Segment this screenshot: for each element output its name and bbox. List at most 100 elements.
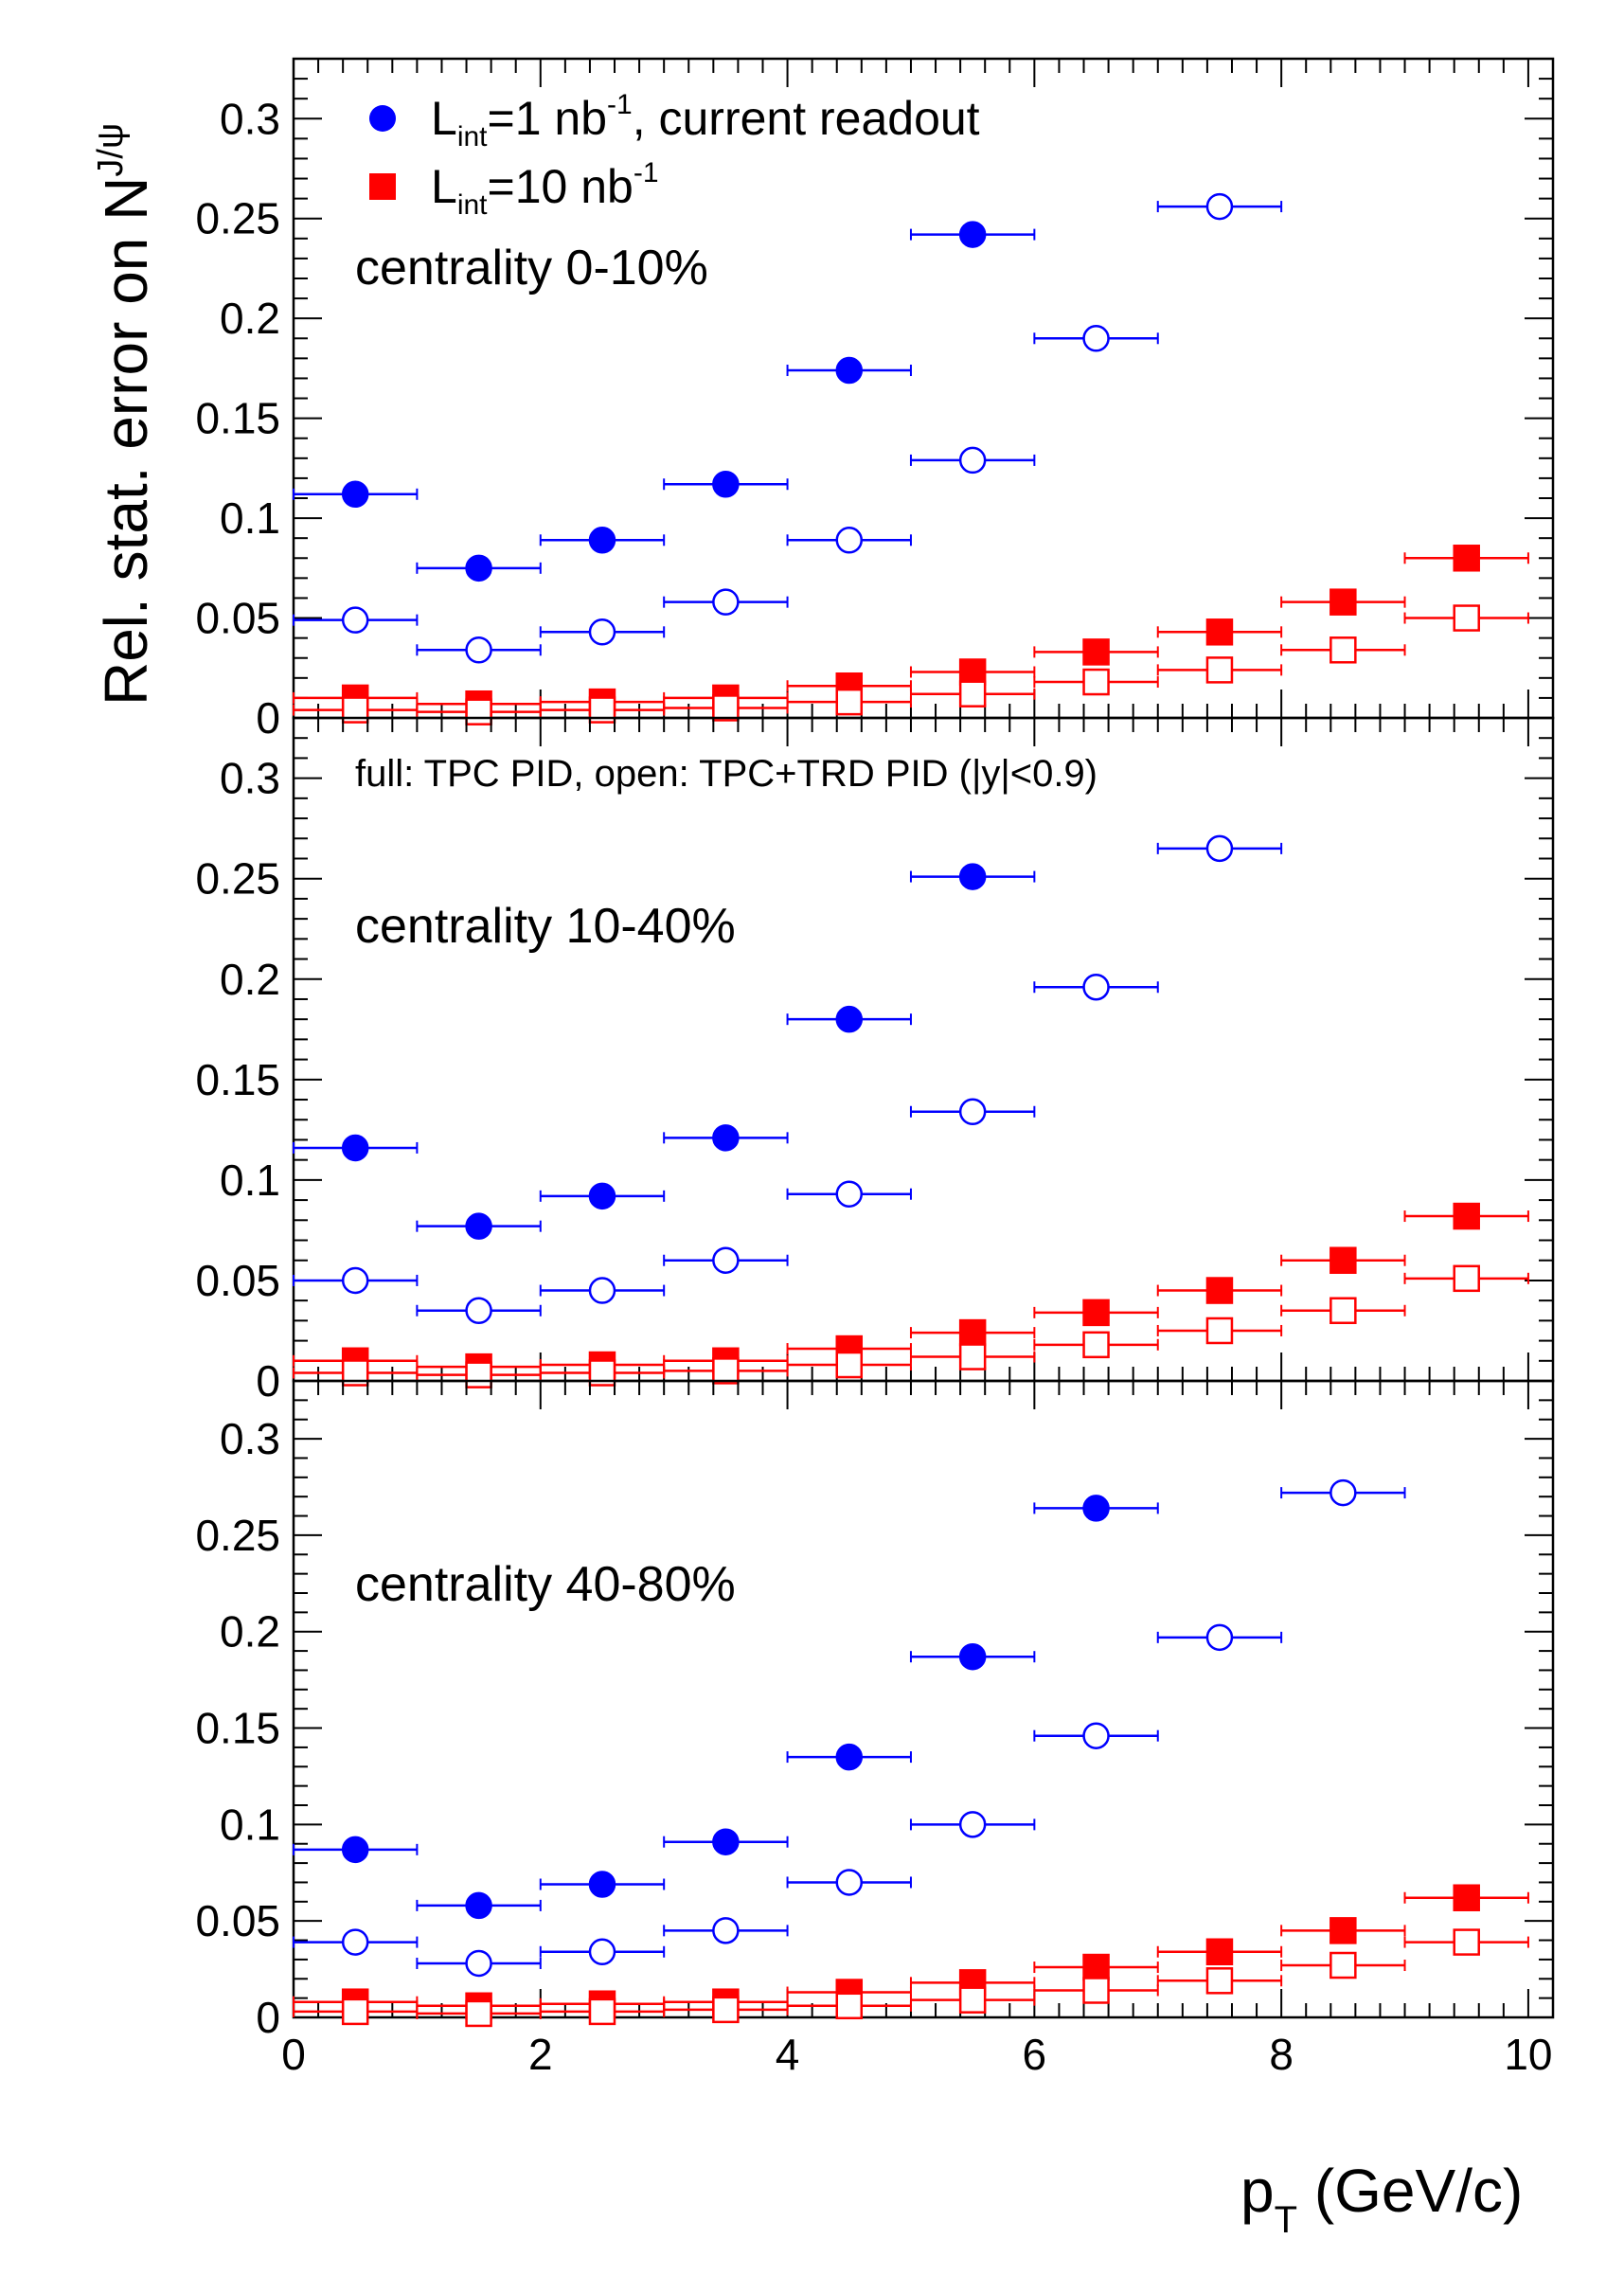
y-tick-label: 0.05 (195, 594, 280, 643)
y-axis-title: Rel. stat. error on NJ/ψ (91, 123, 160, 706)
data-point-circle (958, 1098, 987, 1126)
data-point-square (1205, 618, 1234, 646)
y-tick-label: 0.15 (195, 1704, 280, 1753)
data-point-circle (1205, 192, 1234, 221)
x-tick-label: 6 (1023, 2030, 1047, 2079)
data-point-circle (341, 1836, 369, 1864)
y-tick-label: 0.15 (195, 1055, 280, 1104)
data-point-circle (465, 1949, 492, 1978)
data-point-circle (341, 1266, 369, 1295)
data-point-circle (341, 1134, 369, 1162)
y-tick-label: 0.25 (195, 1511, 280, 1560)
data-point-circle (835, 1005, 864, 1033)
data-point-circle (958, 1811, 987, 1838)
data-point-circle (1082, 1495, 1110, 1522)
data-point-square (1453, 1202, 1480, 1230)
data-point-circle (1205, 834, 1234, 863)
data-point-square (1330, 636, 1357, 664)
legend-lint10-sup: -1 (634, 157, 659, 188)
data-point-square (1330, 1951, 1357, 1979)
x-tick-label: 10 (1504, 2030, 1552, 2079)
data-point-square (1453, 1264, 1480, 1293)
data-point-square (1330, 588, 1357, 616)
x-tick-label: 2 (528, 2030, 553, 2079)
data-point-circle (465, 1212, 492, 1240)
data-point-circle (588, 1938, 616, 1966)
x-tick-label: 0 (281, 2030, 306, 2079)
data-point-circle (341, 606, 369, 634)
data-point-square (1330, 1297, 1357, 1325)
y-tick-label: 0.3 (220, 1414, 280, 1463)
data-point-circle (835, 527, 864, 554)
y-tick-label: 0.2 (220, 1607, 280, 1657)
panel-label-2: centrality 40-80% (355, 1557, 736, 1612)
panel-label-1: centrality 10-40% (355, 899, 736, 954)
data-point-circle (1330, 1478, 1357, 1507)
y-tick-label: 0.15 (195, 394, 280, 443)
y-tick-label: 0.1 (220, 493, 280, 543)
y-tick-label: 0.3 (220, 754, 280, 803)
data-point-square (1082, 638, 1110, 666)
data-point-square (1082, 668, 1110, 696)
data-point-square (958, 658, 987, 686)
y-axis-title-sup: J/ψ (91, 123, 131, 177)
data-point-square (1330, 1246, 1357, 1274)
data-point-circle (958, 1642, 987, 1671)
data-point-circle (1205, 1623, 1234, 1652)
data-point-circle (465, 1891, 492, 1920)
y-tick-label: 0.2 (220, 955, 280, 1004)
legend: Lint=1 nb-1, current readout Lint=10 nb-… (369, 89, 980, 221)
data-point-circle (712, 470, 740, 498)
data-point-circle (1082, 1722, 1110, 1749)
x-axis-title-sub: T (1275, 2199, 1297, 2241)
data-point-square (712, 1357, 740, 1385)
data-point-square (1205, 1317, 1234, 1345)
data-point-circle (958, 446, 987, 475)
data-point-square (1082, 1299, 1110, 1327)
data-point-circle (712, 1124, 740, 1152)
data-point-square (958, 1318, 987, 1347)
data-point-circle (465, 1297, 492, 1325)
data-point-square (1453, 1884, 1480, 1911)
x-tick-label: 8 (1269, 2030, 1294, 2079)
data-point-square (341, 1997, 369, 2026)
data-point-square (958, 1986, 987, 2014)
legend-lint1-mid: =1 nb (488, 92, 608, 145)
data-point-square (1453, 1928, 1480, 1956)
data-point-circle (465, 554, 492, 582)
data-point-circle (958, 863, 987, 890)
x-axis-title-rest: (GeV/c) (1297, 2157, 1523, 2225)
data-point-square (1205, 656, 1234, 684)
data-point-circle (1082, 325, 1110, 352)
legend-lint10-sub: int (457, 189, 488, 221)
legend-lint1-sup: -1 (607, 89, 633, 120)
y-tick-label: 0.05 (195, 1256, 280, 1305)
data-point-square (465, 1999, 492, 2028)
panel-label-0: centrality 0-10% (355, 241, 708, 296)
data-point-circle (835, 1180, 864, 1208)
y-axis-title-main: Rel. stat. error on N (92, 177, 160, 706)
data-point-circle (1082, 973, 1110, 1001)
x-tick-label: 4 (776, 2030, 800, 2079)
data-point-circle (712, 588, 740, 616)
y-tick-label: 0.1 (220, 1800, 280, 1849)
data-point-square (1453, 604, 1480, 632)
data-point-square (1082, 1331, 1110, 1359)
legend-lint10-mid: =10 nb (488, 160, 634, 213)
y-tick-label: 0 (256, 1993, 280, 2042)
x-axis-title: pT (GeV/c) (1240, 2157, 1523, 2241)
data-point-circle (341, 480, 369, 509)
y-tick-label: 0.1 (220, 1155, 280, 1205)
data-point-square (958, 680, 987, 708)
data-point-square (835, 1992, 864, 2020)
x-axis-title-main: p (1240, 2157, 1275, 2225)
legend-lint1-sub: int (457, 121, 488, 152)
data-point-square (835, 688, 864, 716)
data-point-circle (588, 527, 616, 554)
panel-frame-2 (292, 1379, 1555, 2019)
legend-lint1-tail: , current readout (633, 92, 980, 145)
data-point-square (958, 1343, 987, 1370)
